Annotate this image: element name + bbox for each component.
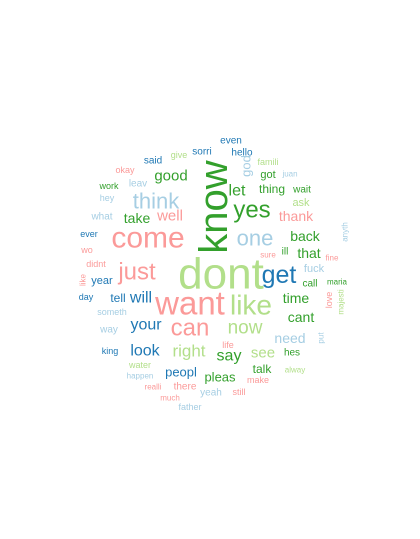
word-what: what (90, 212, 112, 223)
word-hes: hes (284, 348, 300, 359)
word-come: come (111, 222, 184, 255)
word-put: put (317, 332, 326, 344)
word-call: call (302, 279, 317, 290)
word-didnt: didnt (86, 259, 106, 269)
word-can: can (171, 315, 210, 342)
word-back: back (290, 228, 321, 244)
word-hello: hello (231, 148, 253, 159)
word-realli: realli (145, 383, 162, 392)
word-say: say (217, 348, 242, 365)
word-know: know (192, 160, 236, 253)
word-okay: okay (115, 165, 135, 175)
word-want: want (154, 285, 225, 322)
word-look: look (130, 343, 160, 360)
word-famili: famili (257, 157, 278, 167)
word-day: day (79, 292, 94, 302)
word-someth: someth (97, 307, 127, 317)
word-that: that (297, 245, 320, 261)
word-your: your (130, 317, 162, 334)
word-work: work (98, 181, 119, 191)
word-way: way (99, 325, 118, 336)
word-got: got (260, 169, 275, 181)
word-let: let (229, 183, 246, 200)
word-maria: maria (327, 278, 348, 287)
word-talk: talk (253, 362, 273, 376)
word-give: give (171, 150, 188, 160)
word-fuck: fuck (304, 263, 325, 275)
word-majesti: majesti (337, 289, 346, 315)
word-life: life (222, 340, 234, 350)
word-fine: fine (326, 254, 339, 263)
word-take: take (124, 210, 151, 226)
word-thank: thank (279, 208, 314, 224)
word-much: much (160, 394, 180, 403)
word-even: even (220, 136, 242, 147)
word-make: make (247, 375, 269, 385)
word-alway: alway (285, 366, 305, 375)
word-yeah: yeah (200, 388, 222, 399)
word-pleas: pleas (204, 370, 236, 385)
word-get: get (262, 261, 297, 289)
word-sure: sure (260, 251, 276, 260)
word-god: god (239, 155, 254, 177)
word-wait: wait (292, 185, 311, 196)
word-juan: juan (281, 170, 297, 179)
word-will: will (129, 290, 152, 307)
word-peopl: peopl (165, 365, 197, 380)
word-king: king (102, 346, 119, 356)
word-dont: dont (178, 250, 264, 299)
word-sorri: sorri (192, 147, 211, 158)
word-tell: tell (110, 291, 125, 305)
word-need: need (274, 330, 305, 346)
word-leav: leav (129, 179, 147, 190)
word-cant: cant (288, 309, 315, 325)
word-said: said (144, 156, 162, 167)
word-water: water (128, 360, 151, 370)
word-just: just (117, 259, 156, 286)
word-think: think (133, 189, 180, 214)
word-well: well (156, 208, 183, 225)
word-ill: ill (282, 247, 289, 258)
word-good: good (154, 168, 187, 185)
word-love: love (324, 292, 334, 309)
word-father: father (178, 402, 201, 412)
word-year: year (91, 275, 113, 287)
word-hey: hey (100, 193, 115, 203)
word-right: right (172, 342, 205, 361)
word-there: there (174, 382, 197, 393)
word-thing: thing (259, 182, 285, 196)
word-time: time (283, 290, 310, 306)
word-now: now (228, 318, 263, 339)
word-yes: yes (233, 197, 270, 224)
word-like: like (230, 290, 272, 321)
word-wo: wo (80, 245, 93, 255)
word-still: still (233, 387, 246, 397)
word-anyth: anyth (341, 222, 350, 242)
word-ever: ever (80, 229, 98, 239)
word-happen: happen (127, 372, 154, 381)
word-see: see (251, 345, 275, 362)
word-one: one (237, 226, 274, 251)
word-like: like (79, 273, 88, 286)
word-ask: ask (292, 197, 310, 209)
